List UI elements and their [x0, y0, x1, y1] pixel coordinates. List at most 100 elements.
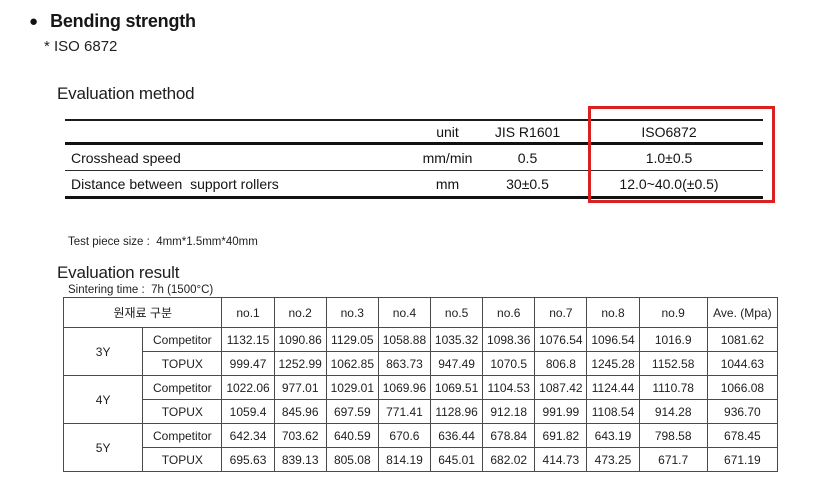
value-cell: 1129.05: [325, 327, 379, 352]
value-cell: 936.70: [706, 399, 779, 424]
series-label: Competitor: [142, 423, 223, 448]
value-cell: 1096.54: [586, 327, 640, 352]
table-row: TOPUX 999.47 1252.99 1062.85 863.73 947.49 107…: [64, 351, 779, 376]
value-cell: 645.01: [430, 447, 484, 472]
series-label: Competitor: [142, 327, 223, 352]
title-text: Bending strength: [50, 11, 196, 31]
value-cell: 671.7: [638, 447, 708, 472]
result-col-no-1: no.1: [221, 297, 275, 328]
value-cell: 1108.54: [586, 399, 640, 424]
result-col-no-9: no.9: [638, 297, 708, 328]
value-cell: 1252.99: [273, 351, 327, 376]
material-group-5y: 5Y: [62, 423, 144, 472]
value-cell: 1044.63: [706, 351, 779, 376]
value-cell: 1110.78: [638, 375, 708, 400]
result-col-ave-mpa: Ave. (Mpa): [706, 297, 779, 328]
method-iso-value: 12.0~40.0(±0.5): [619, 175, 719, 192]
table-row: 4Y Competitor 1022.06 977.01 1029.01 1069.96 1…: [62, 375, 779, 424]
value-cell: 695.63: [221, 447, 275, 472]
method-unit-value: mm/min: [415, 143, 480, 171]
value-cell: 1104.53: [482, 375, 536, 400]
value-cell: 798.58: [638, 423, 708, 448]
value-cell: 643.19: [586, 423, 640, 448]
value-cell: 771.41: [377, 399, 432, 424]
method-iso-value: 1.0±0.5: [575, 143, 763, 171]
value-cell: 1062.85: [325, 351, 379, 376]
note-test-piece-size: Test piece size : 4mm*1.5mm*40mm: [68, 236, 258, 248]
value-cell: 1245.28: [586, 351, 640, 376]
result-col-no-3: no.3: [325, 297, 379, 328]
value-cell: 1016.9: [638, 327, 708, 352]
value-cell: 991.99: [534, 399, 588, 424]
value-cell: 670.6: [377, 423, 432, 448]
method-row-support-rollers: Distance between support rollers mm 30±0…: [65, 171, 763, 198]
value-cell: 473.25: [586, 447, 640, 472]
method-section-heading: Evaluation method: [57, 84, 195, 103]
value-cell: 1087.42: [534, 375, 588, 400]
value-cell: 697.59: [325, 399, 379, 424]
material-group-3y: 3Y: [62, 327, 144, 376]
value-cell: 1152.58: [638, 351, 708, 376]
value-cell: 642.34: [221, 423, 275, 448]
evaluation-result-table: 원재료 구분 no.1 no.2 no.3 no.4 no.5 no.6 no.7 no.8 n…: [62, 297, 779, 472]
method-notes: Test piece size : 4mm*1.5mm*40mm Sinteri…: [68, 202, 258, 330]
value-cell: 805.08: [325, 447, 379, 472]
result-col-no-6: no.6: [482, 297, 536, 328]
value-cell: 1029.01: [325, 375, 379, 400]
value-cell: 640.59: [325, 423, 379, 448]
value-cell: 1070.5: [482, 351, 536, 376]
table-row: 5Y Competitor 642.34 703.62 640.59 670.6 636.4…: [62, 423, 779, 472]
result-col-no-7: no.7: [534, 297, 588, 328]
method-col-unit: unit: [415, 120, 480, 145]
note-sintering-time: Sintering time : 7h (1500°C): [68, 284, 214, 296]
result-col-material-group: 원재료 구분: [62, 297, 223, 328]
method-unit-value: mm: [435, 175, 460, 192]
series-label: Competitor: [142, 375, 223, 400]
evaluation-method-table: unit JIS R1601 ISO6872 Crosshead speed m…: [65, 119, 763, 199]
value-cell: 1035.32: [430, 327, 484, 352]
method-header-row: unit JIS R1601 ISO6872: [65, 120, 763, 145]
value-cell: 1090.86: [273, 327, 327, 352]
value-cell: 1069.96: [377, 375, 432, 400]
value-cell: 845.96: [273, 399, 327, 424]
value-cell: 678.45: [706, 423, 779, 448]
result-col-no-4: no.4: [377, 297, 432, 328]
table-row: TOPUX 1059.4 845.96 697.59 771.41 1128.96 912.…: [64, 399, 779, 424]
value-cell: 1059.4: [221, 399, 275, 424]
series-label: TOPUX: [142, 447, 223, 472]
bullet-icon: ●: [29, 13, 39, 30]
method-jis-value: 30±0.5: [506, 175, 549, 192]
result-col-no-5: no.5: [430, 297, 484, 328]
value-cell: 703.62: [273, 423, 327, 448]
table-row: 3Y Competitor 1132.15 1090.86 1129.05 1058.88…: [62, 327, 779, 376]
value-cell: 947.49: [430, 351, 484, 376]
value-cell: 912.18: [482, 399, 536, 424]
value-cell: 678.84: [482, 423, 536, 448]
value-cell: 999.47: [221, 351, 275, 376]
value-cell: 636.44: [430, 423, 484, 448]
value-cell: 814.19: [377, 447, 432, 472]
value-cell: 682.02: [482, 447, 536, 472]
value-cell: 1066.08: [706, 375, 779, 400]
method-col-jis: JIS R1601: [480, 120, 575, 145]
table-row: TOPUX 695.63 839.13 805.08 814.19 645.01 682.0…: [64, 447, 779, 472]
value-cell: 1098.36: [482, 327, 536, 352]
value-cell: 671.19: [706, 447, 779, 472]
material-group-4y: 4Y: [62, 375, 144, 424]
value-cell: 806.8: [534, 351, 588, 376]
value-cell: 1124.44: [586, 375, 640, 400]
method-col-blank: [65, 120, 415, 145]
method-col-iso: ISO6872: [575, 120, 763, 145]
result-col-no-2: no.2: [273, 297, 327, 328]
method-row-crosshead-speed: Crosshead speed mm/min 0.5 1.0±0.5: [65, 143, 763, 171]
value-cell: 1128.96: [430, 399, 484, 424]
page-title: ● Bending strength: [29, 11, 196, 32]
result-section-heading: Evaluation result: [57, 263, 180, 282]
method-jis-value: 0.5: [480, 143, 575, 171]
value-cell: 977.01: [273, 375, 327, 400]
result-header-row: 원재료 구분 no.1 no.2 no.3 no.4 no.5 no.6 no.7 no.8 n…: [62, 297, 779, 328]
value-cell: 1022.06: [221, 375, 275, 400]
value-cell: 914.28: [638, 399, 708, 424]
value-cell: 691.82: [534, 423, 588, 448]
